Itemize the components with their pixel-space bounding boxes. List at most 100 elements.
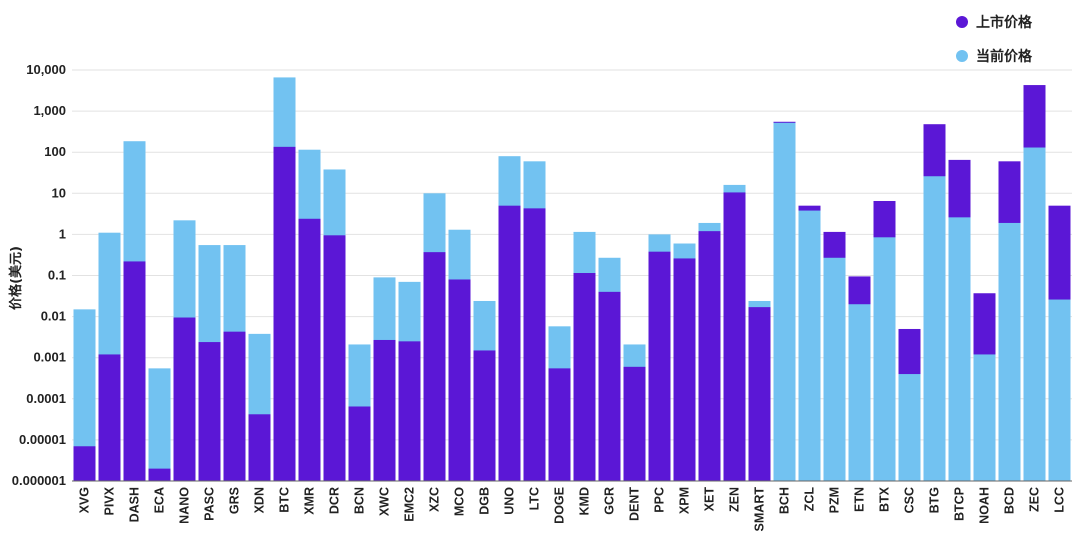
bar-listing-price-doge[interactable] [548, 368, 571, 481]
x-tick-label: KMD [578, 487, 592, 515]
bar-listing-price-xpm[interactable] [673, 258, 696, 481]
y-tick-label: 1,000 [33, 103, 66, 118]
x-tick-label: NANO [178, 487, 192, 524]
x-tick-label: ZEC [1028, 487, 1042, 512]
bar-current-price-zec[interactable] [1023, 147, 1046, 482]
bar-listing-price-uno[interactable] [498, 205, 521, 481]
bar-listing-price-ltc[interactable] [523, 208, 546, 481]
bar-listing-price-pivx[interactable] [98, 354, 121, 481]
legend-item-current-price[interactable]: 当前价格 [956, 44, 1066, 68]
bar-listing-price-xet[interactable] [698, 231, 721, 481]
x-tick-label: EMC2 [403, 487, 417, 522]
bar-current-price-bcd[interactable] [998, 222, 1021, 481]
x-tick-label: UNO [503, 487, 517, 515]
y-tick-label: 1 [59, 226, 66, 241]
x-tick-label: PASC [203, 487, 217, 521]
x-tick-label: XZC [428, 487, 442, 512]
y-tick-label: 0.01 [41, 309, 66, 324]
x-tick-label: XVG [78, 487, 92, 513]
bar-listing-price-bcn[interactable] [348, 406, 371, 481]
x-tick-label: DOGE [553, 487, 567, 524]
bar-listing-price-dent[interactable] [623, 366, 646, 481]
x-tick-label: BTG [928, 487, 942, 513]
legend-label-listing-price: 上市价格 [976, 15, 1032, 31]
x-tick-label: DASH [128, 487, 142, 522]
bar-current-price-xvg[interactable] [73, 309, 96, 481]
x-tick-label: BTCP [953, 487, 967, 521]
x-tick-label: GRS [228, 487, 242, 514]
bar-listing-price-smart[interactable] [748, 307, 771, 481]
bar-current-price-btx[interactable] [873, 237, 896, 481]
x-tick-label: GCR [603, 487, 617, 515]
bar-listing-price-eca[interactable] [148, 468, 171, 481]
x-tick-label: MCO [453, 487, 467, 516]
x-tick-label: DCR [328, 487, 342, 514]
x-tick-label: XDN [253, 487, 267, 513]
gridlines [72, 69, 1072, 482]
x-tick-label: XWC [378, 487, 392, 516]
x-tick-label: ZCL [803, 487, 817, 512]
x-tick-label: PZM [828, 487, 842, 513]
bar-current-price-lcc[interactable] [1048, 299, 1071, 481]
bar-current-price-bch[interactable] [773, 122, 796, 481]
x-tick-label: XPM [678, 487, 692, 514]
y-tick-label: 0.000001 [12, 473, 66, 488]
bar-listing-price-kmd[interactable] [573, 273, 596, 481]
bar-listing-price-btc[interactable] [273, 146, 296, 482]
bar-current-price-btg[interactable] [923, 176, 946, 481]
bar-current-price-noah[interactable] [973, 354, 996, 481]
y-tick-label: 0.1 [48, 268, 66, 283]
bar-listing-price-ppc[interactable] [648, 251, 671, 481]
bar-listing-price-xwc[interactable] [373, 339, 396, 481]
bar-listing-price-xdn[interactable] [248, 414, 271, 481]
bar-current-price-etn[interactable] [848, 304, 871, 481]
bars [73, 77, 1071, 482]
x-tick-label: LTC [528, 487, 542, 510]
legend-swatch-listing-price [956, 16, 968, 28]
x-tick-label: XMR [303, 487, 317, 515]
x-tick-label: BCN [353, 487, 367, 514]
bar-current-price-zcl[interactable] [798, 210, 821, 481]
x-tick-label: SMART [753, 487, 767, 532]
bar-current-price-eca[interactable] [148, 368, 171, 481]
y-tick-label: 0.00001 [19, 432, 66, 447]
y-tick-label: 0.001 [33, 350, 66, 365]
x-tick-label: DENT [628, 487, 642, 521]
x-tick-label: BTC [278, 487, 292, 513]
legend-label-current-price: 当前价格 [976, 49, 1032, 65]
bar-listing-price-dcr[interactable] [323, 235, 346, 481]
bar-listing-price-emc2[interactable] [398, 341, 421, 481]
x-tick-label: BCH [778, 487, 792, 514]
bar-listing-price-dgb[interactable] [473, 350, 496, 481]
bar-listing-price-gcr[interactable] [598, 291, 621, 481]
bar-listing-price-dash[interactable] [123, 261, 146, 481]
bar-current-price-pzm[interactable] [823, 257, 846, 481]
legend-swatch-current-price [956, 50, 968, 62]
x-tick-label: CSC [903, 487, 917, 513]
bar-current-price-btcp[interactable] [948, 217, 971, 481]
bar-listing-price-xzc[interactable] [423, 252, 446, 481]
x-tick-labels: XVG PIVX DASH ECA NANO PASC GRS XDN BTC XMR DCR BCN… [78, 486, 1067, 531]
bar-listing-price-nano[interactable] [173, 317, 196, 481]
x-tick-label: ECA [153, 487, 167, 513]
x-tick-label: PPC [653, 487, 667, 513]
bar-listing-price-mco[interactable] [448, 279, 471, 481]
bar-listing-price-xvg[interactable] [73, 446, 96, 481]
y-tick-label: 0.0001 [26, 391, 66, 406]
bar-listing-price-zen[interactable] [723, 192, 746, 481]
legend: 上市价格 当前价格 [956, 0, 1066, 68]
bar-listing-price-grs[interactable] [223, 331, 246, 481]
bar-current-price-csc[interactable] [898, 374, 921, 481]
x-tick-label: BTX [878, 486, 892, 512]
x-tick-label: NOAH [978, 487, 992, 524]
x-tick-label: DGB [478, 487, 492, 515]
legend-item-listing-price[interactable]: 上市价格 [956, 10, 1066, 34]
bar-listing-price-xmr[interactable] [298, 218, 321, 481]
bar-listing-price-pasc[interactable] [198, 342, 221, 481]
x-tick-label: PIVX [103, 486, 117, 515]
y-tick-labels: 0.000001 0.00001 0.0001 0.001 0.01 0.1 1 10 100 1… [12, 62, 66, 488]
x-tick-label: BCD [1003, 487, 1017, 514]
x-tick-label: LCC [1053, 487, 1067, 513]
x-tick-label: XET [703, 487, 717, 512]
